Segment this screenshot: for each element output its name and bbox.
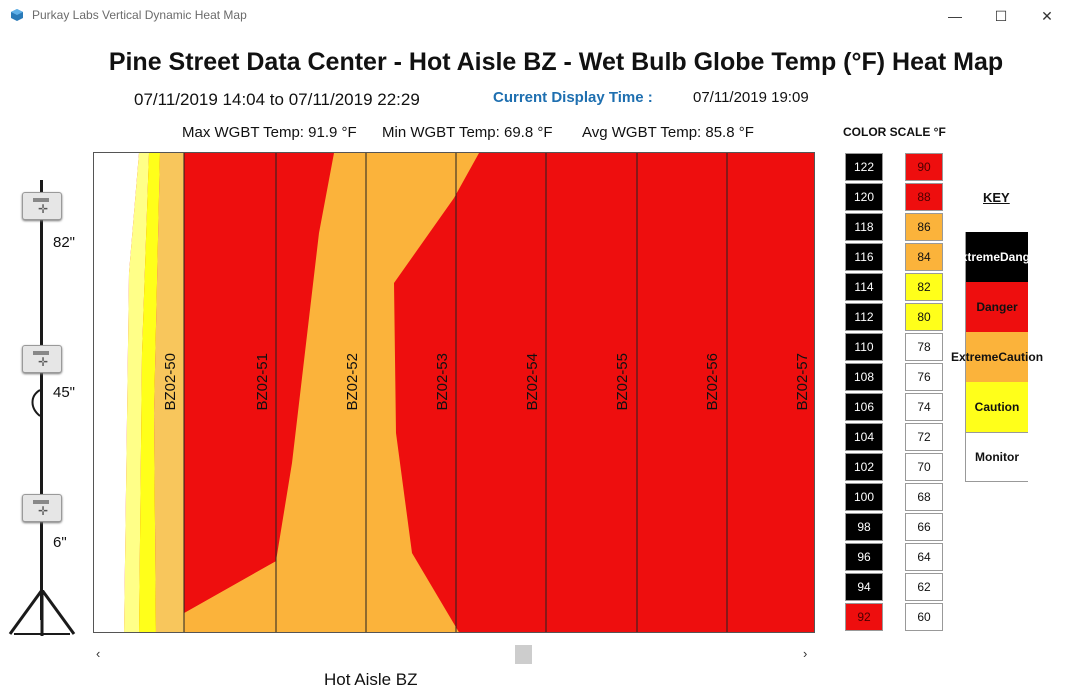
scroll-right-arrow[interactable]: › xyxy=(803,646,808,661)
key-item-label-line2: Caution xyxy=(998,349,1044,364)
maximize-button[interactable]: ☐ xyxy=(994,7,1008,24)
color-scale-cell: 98 xyxy=(845,513,883,541)
cable-icon xyxy=(31,389,41,417)
close-button[interactable]: ✕ xyxy=(1041,7,1053,24)
scroll-left-arrow[interactable]: ‹ xyxy=(96,646,101,661)
tripod-base-icon xyxy=(8,590,76,636)
color-scale-cell: 120 xyxy=(845,183,883,211)
key-title: KEY xyxy=(983,190,1010,205)
sensor-top-icon: ✛ xyxy=(22,192,62,220)
color-scale-cell: 110 xyxy=(845,333,883,361)
color-scale-cell: 104 xyxy=(845,423,883,451)
key-item: Caution xyxy=(965,382,1028,432)
height-label-top: 82" xyxy=(53,234,76,251)
color-scale-cell: 78 xyxy=(905,333,943,361)
color-scale-cell: 60 xyxy=(905,603,943,631)
color-scale-cell: 88 xyxy=(905,183,943,211)
window-titlebar xyxy=(0,0,1070,32)
minimize-button[interactable]: — xyxy=(948,8,962,24)
color-scale-cell: 108 xyxy=(845,363,883,391)
current-display-time-value: 07/11/2019 19:09 xyxy=(693,89,809,106)
color-scale-cell: 90 xyxy=(905,153,943,181)
scrollbar-thumb[interactable] xyxy=(515,645,532,664)
rack-label: BZ02-56 xyxy=(704,353,721,411)
color-scale-cell: 80 xyxy=(905,303,943,331)
key-item-label-line2: Danger xyxy=(1000,249,1042,264)
aisle-label: Hot Aisle BZ xyxy=(324,670,418,689)
color-scale-title: COLOR SCALE °F xyxy=(843,125,946,139)
heat-map-canvas xyxy=(94,153,814,632)
color-scale-cell: 114 xyxy=(845,273,883,301)
rack-label: BZ02-55 xyxy=(614,353,631,411)
color-scale-cell: 64 xyxy=(905,543,943,571)
height-label-bottom: 6" xyxy=(53,534,67,551)
sensor-pole xyxy=(40,180,43,620)
color-scale-cell: 76 xyxy=(905,363,943,391)
color-scale-cell: 84 xyxy=(905,243,943,271)
page-title: Pine Street Data Center - Hot Aisle BZ -… xyxy=(108,48,1004,76)
heat-map[interactable]: BZ02-50 BZ02-51 BZ02-52 BZ02-53 BZ02-54 … xyxy=(93,152,815,633)
sensor-middle-icon: ✛ xyxy=(22,345,62,373)
color-scale-cell: 62 xyxy=(905,573,943,601)
key-item: Monitor xyxy=(965,432,1028,482)
key-item-label: Caution xyxy=(974,399,1020,414)
rack-label: BZ02-57 xyxy=(794,353,811,411)
key-item: Extreme Danger xyxy=(953,232,1041,282)
color-scale-cell: 70 xyxy=(905,453,943,481)
sensor-bottom-icon: ✛ xyxy=(22,494,62,522)
color-scale-cell: 82 xyxy=(905,273,943,301)
color-scale-cell: 72 xyxy=(905,423,943,451)
color-scale-cell: 94 xyxy=(845,573,883,601)
color-scale-cell: 116 xyxy=(845,243,883,271)
color-scale-cell: 86 xyxy=(905,213,943,241)
window-title: Purkay Labs Vertical Dynamic Heat Map xyxy=(32,8,247,22)
rack-label: BZ02-51 xyxy=(254,353,271,411)
rack-label: BZ02-52 xyxy=(344,353,361,411)
rack-label: BZ02-53 xyxy=(434,353,451,411)
color-scale-cell: 112 xyxy=(845,303,883,331)
color-scale-cell: 100 xyxy=(845,483,883,511)
avg-temp-stat: Avg WGBT Temp: 85.8 °F xyxy=(582,124,754,141)
key-item-label: Danger xyxy=(976,299,1018,314)
color-scale-cell: 106 xyxy=(845,393,883,421)
rack-label: BZ02-50 xyxy=(162,353,179,411)
app-logo-icon xyxy=(11,9,23,21)
color-scale-cell: 74 xyxy=(905,393,943,421)
color-scale-cell: 66 xyxy=(905,513,943,541)
color-scale-cell: 92 xyxy=(845,603,883,631)
color-scale-cell: 122 xyxy=(845,153,883,181)
key-item-label: Extreme xyxy=(952,249,1001,264)
key-item: Danger xyxy=(965,282,1028,332)
height-label-middle: 45" xyxy=(53,384,76,401)
color-scale-cell: 102 xyxy=(845,453,883,481)
min-temp-stat: Min WGBT Temp: 69.8 °F xyxy=(382,124,553,141)
color-scale-cell: 118 xyxy=(845,213,883,241)
current-display-time-label: Current Display Time : xyxy=(493,89,653,106)
rack-label: BZ02-54 xyxy=(524,353,541,411)
max-temp-stat: Max WGBT Temp: 91.9 °F xyxy=(182,124,357,141)
key-item-label: Monitor xyxy=(975,449,1019,464)
time-range: 07/11/2019 14:04 to 07/11/2019 22:29 xyxy=(134,90,420,109)
key-item-label: Extreme xyxy=(950,349,999,364)
color-scale-cell: 96 xyxy=(845,543,883,571)
color-scale-cell: 68 xyxy=(905,483,943,511)
key-item: Extreme Caution xyxy=(951,332,1043,382)
